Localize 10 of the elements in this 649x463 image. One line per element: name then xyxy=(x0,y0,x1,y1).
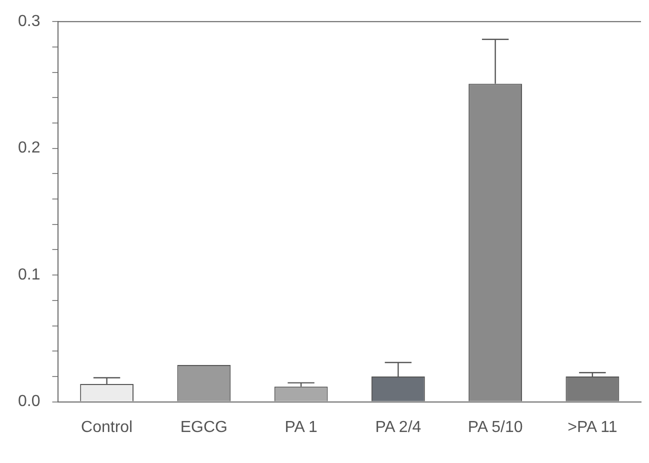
y-tick-label: 0.3 xyxy=(18,13,40,30)
x-tick-label: PA 2/4 xyxy=(375,418,422,436)
y-tick-label: 0.2 xyxy=(18,140,40,157)
y-tick-label: 0.0 xyxy=(18,393,40,410)
x-tick-label: >PA 11 xyxy=(568,418,618,436)
y-tick-label: 0.1 xyxy=(18,266,40,284)
x-tick-label: PA 5/10 xyxy=(468,418,523,436)
x-tick-label: EGCG xyxy=(180,418,228,436)
x-tick-label: PA 1 xyxy=(284,418,318,436)
x-tick-label: Control xyxy=(81,418,133,436)
